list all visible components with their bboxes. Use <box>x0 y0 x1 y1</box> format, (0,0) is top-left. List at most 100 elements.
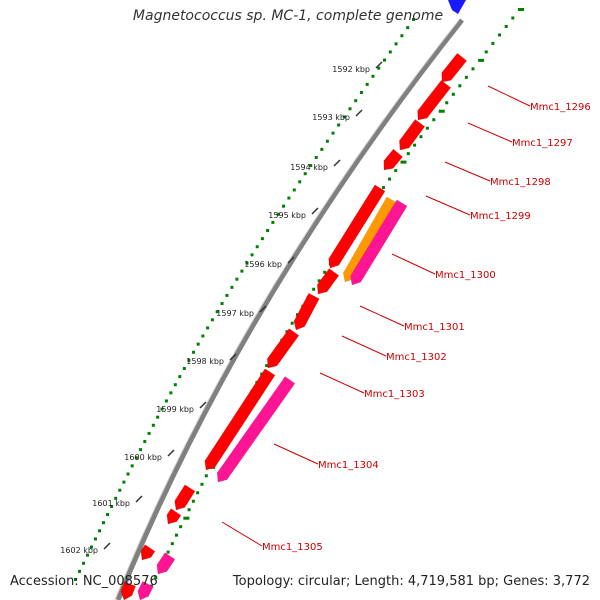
gene-arrow[interactable] <box>441 52 468 83</box>
outer-track-dot <box>331 131 335 135</box>
gene-label[interactable]: Mmc1_1305 <box>262 542 323 553</box>
tick-mark <box>333 159 341 167</box>
inner-track-dot <box>406 152 410 156</box>
gene-label[interactable]: Mmc1_1297 <box>512 138 573 149</box>
gene-label[interactable]: Mmc1_1301 <box>404 322 465 333</box>
inner-track-dot <box>464 75 468 79</box>
blue-feature[interactable] <box>448 0 466 14</box>
inner-track-dot <box>323 270 327 274</box>
outer-track-dot <box>89 545 93 549</box>
gene-arrow[interactable] <box>328 184 386 269</box>
outer-track-dot <box>240 269 244 273</box>
tick-mark <box>355 109 363 117</box>
outer-track-dot <box>394 42 398 46</box>
gene-arrow[interactable] <box>156 552 176 575</box>
inner-track-dot <box>445 101 449 105</box>
tick-label: 1592 kbp <box>332 65 370 74</box>
gene-arrow[interactable] <box>204 368 276 471</box>
outer-track-dot <box>266 229 270 233</box>
inner-track-dot <box>166 550 170 554</box>
outer-track-dot <box>77 569 81 573</box>
inner-track-dot <box>458 84 462 88</box>
outer-track-dot <box>81 561 85 565</box>
outer-track-dot <box>371 74 375 78</box>
outer-track-dot <box>298 180 302 184</box>
gene-arrow[interactable] <box>383 148 403 171</box>
outer-track-dot <box>220 302 224 306</box>
outer-track-dot <box>215 310 219 314</box>
outer-track-dot <box>147 431 151 435</box>
tick-mark <box>167 449 175 457</box>
inner-track-dot <box>381 186 385 190</box>
gene-leader-line <box>273 443 319 465</box>
inner-track-dot <box>200 482 204 486</box>
outer-track-dot <box>365 82 369 86</box>
outer-track-dot <box>359 91 363 95</box>
gene-arrow[interactable] <box>216 376 296 483</box>
gene-arrow[interactable] <box>140 544 156 561</box>
outer-track-dot <box>337 123 341 127</box>
tick-mark <box>259 305 267 313</box>
inner-track-dot <box>504 24 508 28</box>
inner-track-dot <box>438 109 445 113</box>
inner-track-dot <box>204 474 208 478</box>
gene-label[interactable]: Mmc1_1296 <box>530 102 591 113</box>
outer-track-dot <box>276 212 280 216</box>
gene-label[interactable]: Mmc1_1302 <box>386 352 447 363</box>
gene-label[interactable]: Mmc1_1300 <box>435 270 496 281</box>
gene-label[interactable]: Mmc1_1299 <box>470 211 531 222</box>
outer-track-dot <box>348 107 352 111</box>
outer-track-dot <box>151 423 155 427</box>
gene-arrow[interactable] <box>137 580 154 600</box>
gene-arrow[interactable] <box>120 581 136 600</box>
gene-arrow[interactable] <box>317 268 340 295</box>
gene-leader-line <box>487 85 531 107</box>
outer-track-dot <box>110 504 114 508</box>
tick-label: 1594 kbp <box>290 163 328 172</box>
inner-track-dot <box>191 499 195 503</box>
inner-track-dot <box>432 118 436 122</box>
outer-track-dot <box>325 139 329 143</box>
outer-track-dot <box>309 164 313 168</box>
gene-leader-line <box>391 253 436 275</box>
tick-mark <box>229 353 237 361</box>
gene-arrow[interactable] <box>166 508 182 525</box>
gene-arrow[interactable] <box>343 196 398 283</box>
inner-track-dot <box>400 160 407 164</box>
tick-label: 1598 kbp <box>186 357 224 366</box>
gene-arrow[interactable] <box>350 199 408 286</box>
gene-arrow[interactable] <box>174 484 196 511</box>
inner-track-dot <box>388 177 392 181</box>
gene-arrow[interactable] <box>266 328 300 369</box>
inner-track-dot <box>425 126 429 130</box>
inner-track-dot <box>451 92 455 96</box>
outer-track-dot <box>206 326 210 330</box>
map-title: Magnetococcus sp. MC-1, complete genome <box>132 8 444 24</box>
tick-label: 1601 kbp <box>92 499 130 508</box>
outer-track-dot <box>160 407 164 411</box>
gene-label[interactable]: Mmc1_1304 <box>318 460 379 471</box>
outer-track-dot <box>382 58 386 62</box>
inner-track-dot <box>413 143 417 147</box>
outer-track-dot <box>225 293 229 297</box>
inner-track-dot <box>317 279 321 283</box>
outer-track-dot <box>106 513 110 517</box>
outer-track-dot <box>230 285 234 289</box>
genome-backbone-highlight <box>114 19 460 600</box>
gene-arrow[interactable] <box>399 119 426 151</box>
inner-track-dot <box>187 508 191 512</box>
gene-leader-line <box>221 521 263 547</box>
gene-label[interactable]: Mmc1_1298 <box>490 177 551 188</box>
outer-track-dot <box>130 464 134 468</box>
outer-track-dot <box>102 521 106 525</box>
gene-label[interactable]: Mmc1_1303 <box>364 389 425 400</box>
tick-mark <box>287 256 295 264</box>
gene-arrow[interactable] <box>417 79 452 121</box>
outer-track-dot <box>201 334 205 338</box>
inner-track-dot <box>312 287 316 291</box>
gene-leader-line <box>467 122 513 143</box>
tick-label: 1599 kbp <box>156 405 194 414</box>
accession-text: Accession: NC_008576 <box>10 574 158 589</box>
gene-arrow[interactable] <box>293 292 320 331</box>
